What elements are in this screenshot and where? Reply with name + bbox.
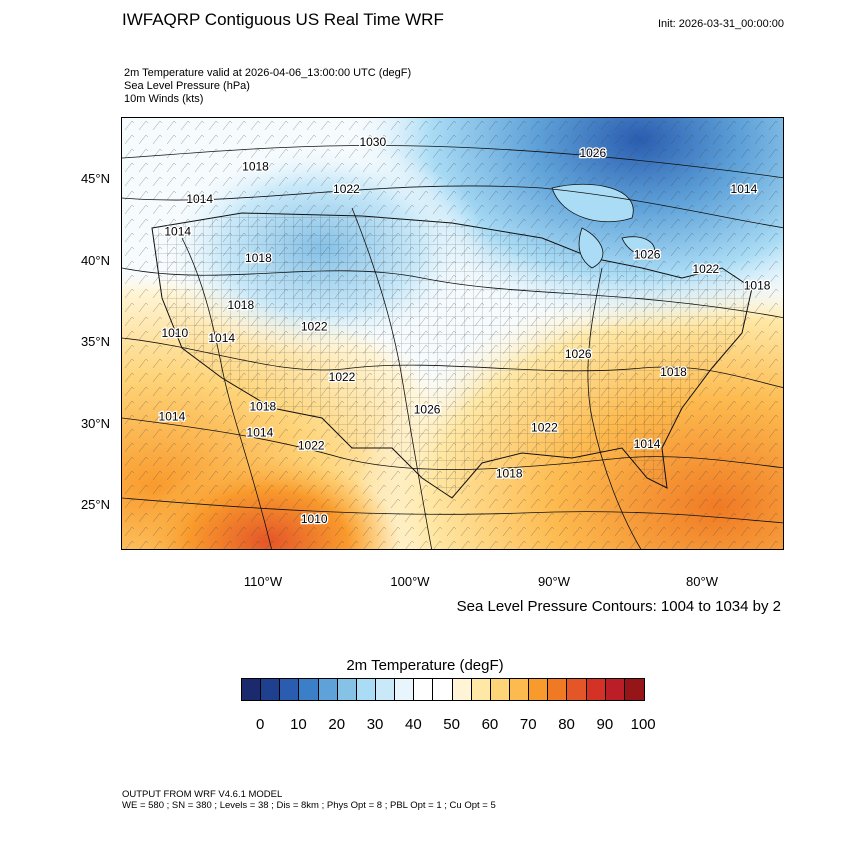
pressure-label: 1018 [242,159,269,173]
field-descriptions: 2m Temperature valid at 2026-04-06_13:00… [124,67,411,106]
colorbar-swatch [509,679,530,700]
pressure-label: 1018 [660,365,687,379]
pressure-label: 1026 [579,146,606,160]
model-config: WE = 580 ; SN = 380 ; Levels = 38 ; Dis … [122,800,496,811]
temperature-colorbar [241,678,646,701]
colorbar-label: 90 [596,716,614,733]
colorbar-label: 0 [255,716,265,733]
field-winds: 10m Winds (kts) [124,93,204,105]
colorbar-title: 2m Temperature (degF) [346,657,504,674]
lat-tick-40: 40°N [80,253,110,268]
pressure-label: 1022 [333,182,360,196]
colorbar-label: 80 [558,716,575,733]
lon-tick-100: 100°W [390,574,430,589]
pressure-label: 1014 [159,409,186,423]
colorbar-label: 60 [481,716,499,733]
pressure-label: 1014 [208,331,235,345]
colorbar-label: 20 [328,716,346,733]
field-pressure: Sea Level Pressure (hPa) [124,80,250,92]
pressure-label: 1014 [634,437,661,451]
colorbar-label: 30 [366,716,384,733]
colorbar-label: 70 [519,716,537,733]
pressure-label-group: 1030 1026 1018 1022 1014 1014 1018 1018 1022 1010… [157,134,772,528]
colorbar-swatch [529,679,549,700]
pressure-label: 1018 [227,298,254,312]
colorbar-swatch [395,679,415,700]
lat-tick-45: 45°N [80,171,110,186]
colorbar-label: 50 [443,716,460,733]
pressure-label: 1026 [414,403,441,417]
model-footer: OUTPUT FROM WRF V4.6.1 MODEL WE = 580 ; … [122,789,496,811]
colorbar-swatch [261,679,281,700]
pressure-label: 1018 [496,467,523,481]
colorbar-swatch [586,679,606,700]
colorbar-swatch [280,679,300,700]
lat-tick-35: 35°N [80,334,110,349]
pressure-label: 1022 [298,439,325,453]
field-temperature: 2m Temperature valid at 2026-04-06_13:00… [124,67,412,79]
pressure-label: 1022 [692,262,719,276]
colorbar-swatch [337,679,357,700]
lat-tick-25: 25°N [80,497,110,512]
colorbar-swatch [414,679,434,700]
colorbar-label: 100 [630,716,656,733]
pressure-label: 1030 [359,135,386,149]
pressure-label: 1018 [245,251,272,265]
colorbar-label: 40 [405,716,422,733]
colorbar-swatch [242,679,262,700]
pressure-label: 1014 [247,426,274,440]
pressure-label: 1010 [301,512,328,526]
colorbar-swatch [548,679,568,700]
colorbar-swatch [605,679,625,700]
colorbar-swatch [375,679,396,700]
contour-note: Sea Level Pressure Contours: 1004 to 103… [456,598,781,615]
lat-tick-30: 30°N [80,416,110,431]
pressure-label: 1018 [249,400,276,414]
colorbar-swatch [318,679,338,700]
great-lakes [551,183,655,269]
colorbar-swatch [356,679,376,700]
pressure-label: 1026 [565,347,592,361]
pressure-label: 1022 [531,421,558,435]
lon-tick-110: 110°W [243,574,283,589]
model-version: OUTPUT FROM WRF V4.6.1 MODEL [122,789,283,800]
lon-tick-80: 80°W [686,574,718,589]
colorbar-swatch [452,679,472,700]
pressure-label: 1014 [186,192,213,206]
pressure-label: 1010 [161,326,188,340]
temperature-map: 1030 1026 1018 1022 1014 1014 1018 1018 1022 1010… [122,118,783,549]
colorbar-swatch [490,679,510,700]
pressure-label: 1018 [744,279,771,293]
init-time: Init: 2026-03-31_00:00:00 [658,18,784,30]
lon-tick-90: 90°W [538,574,570,589]
pressure-contours [122,145,783,549]
colorbar-swatch [624,679,644,700]
pressure-label: 1014 [731,182,758,196]
colorbar-swatch [299,679,319,700]
colorbar-swatch [471,679,491,700]
colorbar-label: 10 [290,716,307,733]
colorbar-swatch [567,679,587,700]
pressure-label: 1026 [634,248,661,262]
pressure-label: 1022 [301,319,328,333]
colorbar-swatch [433,679,453,700]
map-title: IWFAQRP Contiguous US Real Time WRF [122,10,444,29]
pressure-label: 1022 [329,370,356,384]
map-panel: 1030 1026 1018 1022 1014 1014 1018 1018 1022 1010… [121,117,784,550]
pressure-label: 1014 [164,225,191,239]
